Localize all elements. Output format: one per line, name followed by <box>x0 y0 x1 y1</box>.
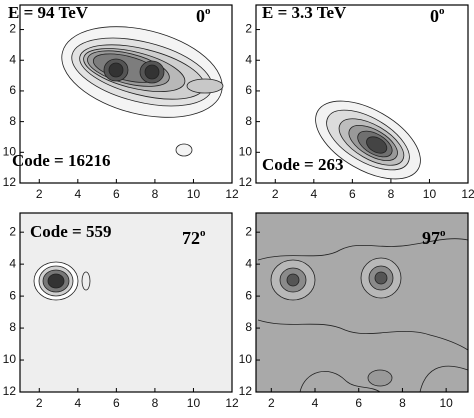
y-tick-label: 10 <box>239 144 253 158</box>
y-tick-label: 2 <box>245 22 252 36</box>
angle-label: 97o <box>422 227 446 249</box>
x-tick-label: 8 <box>152 396 159 410</box>
y-tick-label: 6 <box>9 83 16 97</box>
x-tick-label: 4 <box>74 187 81 201</box>
x-tick-label: 8 <box>388 187 395 201</box>
x-tick-label: 2 <box>36 396 43 410</box>
angle-label: 0o <box>196 5 211 27</box>
plot-background <box>256 213 468 392</box>
plot-frame <box>19 212 233 393</box>
y-tick-label: 12 <box>3 384 17 398</box>
x-tick-label: 12 <box>225 396 239 410</box>
y-tick-label: 4 <box>9 52 16 66</box>
panel-title: E = 3.3 TeV <box>262 3 347 22</box>
code-label: Code = 16216 <box>12 151 110 170</box>
y-tick-label: 12 <box>239 384 253 398</box>
x-tick-label: 2 <box>36 187 43 201</box>
x-tick-label: 10 <box>439 396 453 410</box>
y-tick-label: 4 <box>9 256 16 270</box>
x-tick-label: 6 <box>113 396 120 410</box>
panel-title: E = 94 TeV <box>8 3 89 22</box>
y-tick-label: 4 <box>245 256 252 270</box>
x-tick-label: 10 <box>423 187 437 201</box>
angle-degree: o <box>200 227 206 239</box>
y-tick-label: 8 <box>9 114 16 128</box>
y-tick-label: 2 <box>9 22 16 36</box>
y-tick-label: 10 <box>3 352 17 366</box>
angle-label: 72o <box>182 227 206 249</box>
x-tick-label: 4 <box>74 396 81 410</box>
angle-value: 72 <box>182 228 200 248</box>
contour-top-left <box>61 26 224 157</box>
angle-value: 0 <box>430 6 439 26</box>
y-tick-label: 10 <box>239 352 253 366</box>
angle-degree: o <box>439 5 445 17</box>
code-label: Code = 263 <box>262 155 343 174</box>
x-tick-label: 8 <box>152 187 159 201</box>
angle-degree: o <box>205 5 211 17</box>
plot-background <box>20 213 232 392</box>
plot-frame <box>19 4 233 184</box>
y-tick-label: 2 <box>245 224 252 238</box>
y-tick-label: 6 <box>9 288 16 302</box>
y-tick-label: 8 <box>9 320 16 334</box>
y-tick-label: 2 <box>9 224 16 238</box>
x-tick-label: 8 <box>399 396 406 410</box>
x-tick-label: 4 <box>312 396 319 410</box>
x-tick-label: 10 <box>187 396 201 410</box>
contour-bottom-left <box>33 261 91 301</box>
x-tick-label: 4 <box>310 187 317 201</box>
contour-top-right <box>315 100 421 180</box>
angle-value: 0 <box>196 6 205 26</box>
y-tick-label: 12 <box>239 175 253 189</box>
x-tick-label: 12 <box>461 187 474 201</box>
x-tick-label: 6 <box>355 396 362 410</box>
plot-frame <box>255 4 469 184</box>
x-tick-label: 2 <box>272 187 279 201</box>
x-tick-label: 10 <box>187 187 201 201</box>
x-tick-label: 6 <box>349 187 356 201</box>
x-tick-label: 2 <box>268 396 275 410</box>
code-label: Code = 559 <box>30 222 111 241</box>
plot-frame <box>255 212 469 393</box>
angle-degree: o <box>440 227 446 239</box>
y-tick-label: 6 <box>245 288 252 302</box>
x-tick-label: 6 <box>113 187 120 201</box>
y-tick-label: 4 <box>245 52 252 66</box>
y-tick-label: 12 <box>3 175 17 189</box>
angle-label: 0o <box>430 5 445 27</box>
y-tick-label: 6 <box>245 83 252 97</box>
y-tick-label: 8 <box>245 320 252 334</box>
contour-bottom-right <box>257 238 469 393</box>
angle-value: 97 <box>422 228 440 248</box>
y-tick-label: 10 <box>3 144 17 158</box>
y-tick-label: 8 <box>245 114 252 128</box>
x-tick-label: 12 <box>225 187 239 201</box>
